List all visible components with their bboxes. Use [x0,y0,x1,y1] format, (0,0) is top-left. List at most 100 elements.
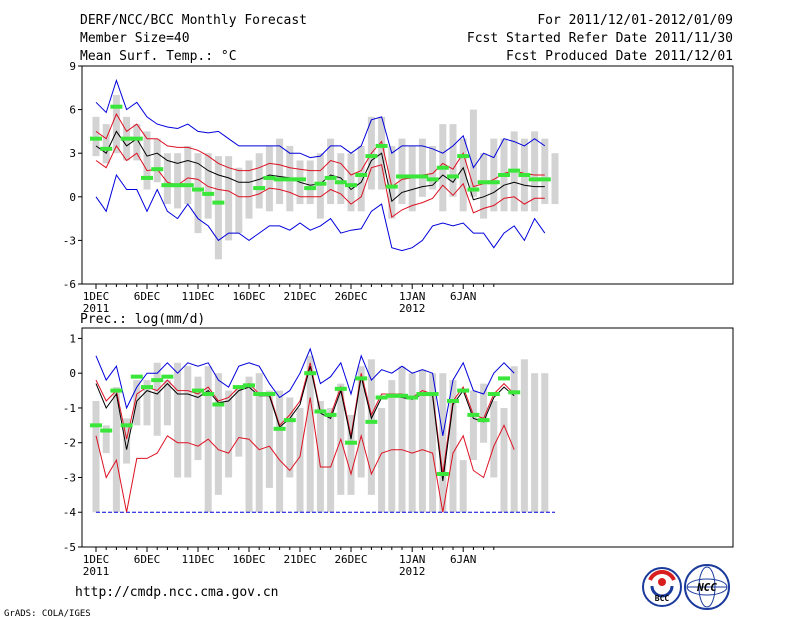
temp-xtick-label-4: 21DEC [283,290,316,303]
temp-median-37 [457,154,470,159]
temp-box-10 [184,145,192,205]
temp-xtick-label-6: 1JAN [399,290,426,303]
temp-box-38 [469,109,477,197]
prec-box-26 [347,414,355,495]
prec-sd-lower-line [95,397,515,513]
prec-median-35 [436,472,449,476]
temp-xtick-label-7: 6JAN [450,290,477,303]
temp-box-13 [214,156,222,260]
temp-box-33 [418,138,426,197]
bcc-logo: BCC [642,567,682,607]
prec-box-7 [153,362,161,436]
temp-median-5 [130,136,143,141]
temp-median-20 [283,177,296,182]
prec-median-3 [110,388,123,393]
temp-median-2 [100,146,113,151]
prec-median-36 [447,399,459,403]
temp-box-3 [112,95,120,154]
temp-xtick-label-2: 11DEC [181,290,214,303]
temp-median-18 [263,175,276,180]
prec-median-33 [416,392,429,397]
prec-box-36 [449,380,457,513]
temp-box-23 [316,153,324,219]
temp-box-8 [163,153,171,205]
prec-box-23 [316,401,324,513]
prec-median-38 [467,412,480,417]
prec-box-31 [398,366,406,513]
temp-ytick-label-0: 9 [69,60,76,73]
temp-box-15 [235,167,243,234]
temp-median-12 [202,191,215,196]
temp-box-16 [245,160,253,219]
temp-median-42 [508,168,521,173]
prec-box-13 [214,373,222,495]
temp-median-3 [110,104,123,109]
prec-xtick-label-3: 16DEC [232,553,265,566]
prec-xtick-year-0: 2011 [83,565,110,578]
prec-median-34 [426,392,439,397]
prec-box-11 [194,376,202,461]
forecast-produced-label: Fcst Produced Date 2011/12/01 [506,49,733,64]
prec-box-37 [459,460,467,513]
temp-xtick-label-1: 6DEC [134,290,161,303]
temp-box-27 [357,145,365,212]
prec-xtick-year-6: 2012 [399,565,426,578]
temp-box-44 [531,131,539,212]
prec-median-39 [477,418,490,423]
prec-xtick-label-1: 6DEC [134,553,161,566]
temp-box-1 [92,116,100,157]
temp-box-31 [398,138,406,205]
temp-ytick-label-5: -6 [63,278,76,291]
temp-box-24 [327,138,335,205]
prec-box-33 [418,369,426,513]
temp-median-7 [151,167,164,172]
temp-xtick-label-5: 26DEC [334,290,367,303]
temp-box-37 [459,138,467,212]
prec-box-27 [357,366,365,478]
prec-median-22 [304,371,317,376]
temp-box-26 [347,153,355,212]
temp-box-14 [225,156,233,241]
prec-ytick-label-5: -4 [63,506,77,519]
temp-median-8 [161,183,174,188]
temp-median-31 [396,174,408,179]
temp-median-23 [314,181,327,186]
prec-ytick-label-2: -1 [63,402,76,415]
prec-box-41 [500,407,508,513]
prec-mean-line [95,366,515,482]
temp-sd-upper-line [95,112,545,188]
prec-xtick-label-5: 26DEC [334,553,367,566]
prec-median-12 [202,392,215,397]
prec-box-29 [378,407,386,513]
prec-median-24 [324,412,337,417]
prec-box-28 [367,359,375,495]
temp-median-36 [447,174,459,179]
prec-box-19 [276,390,284,513]
prec-box-30 [388,380,396,513]
temp-median-32 [406,174,419,179]
temp-box-2 [102,124,110,164]
forecast-started-label: Fcst Started Refer Date 2011/11/30 [467,31,733,46]
precipitation-plot-frame [81,327,734,548]
prec-median-32 [406,395,419,400]
prec-box-35 [439,373,447,513]
prec-median-18 [263,392,276,397]
panel2-title: Prec.: log(mm/d) [80,312,205,327]
prec-box-24 [327,407,335,513]
temp-median-38 [467,187,480,192]
prec-median-29 [375,395,388,400]
forecast-range-label: For 2011/12/01-2012/01/09 [537,13,733,28]
temp-box-17 [255,153,263,209]
temp-median-9 [171,183,184,188]
prec-median-6 [141,385,153,390]
prec-box-42 [510,366,518,513]
prec-ytick-label-6: -5 [63,541,76,554]
temp-xtick-label-0: 1DEC [83,290,110,303]
prec-xtick-label-2: 11DEC [181,553,214,566]
temp-box-39 [480,153,488,219]
prec-box-14 [225,390,233,478]
prec-median-27 [355,376,368,381]
prec-xtick-label-4: 21DEC [283,553,316,566]
